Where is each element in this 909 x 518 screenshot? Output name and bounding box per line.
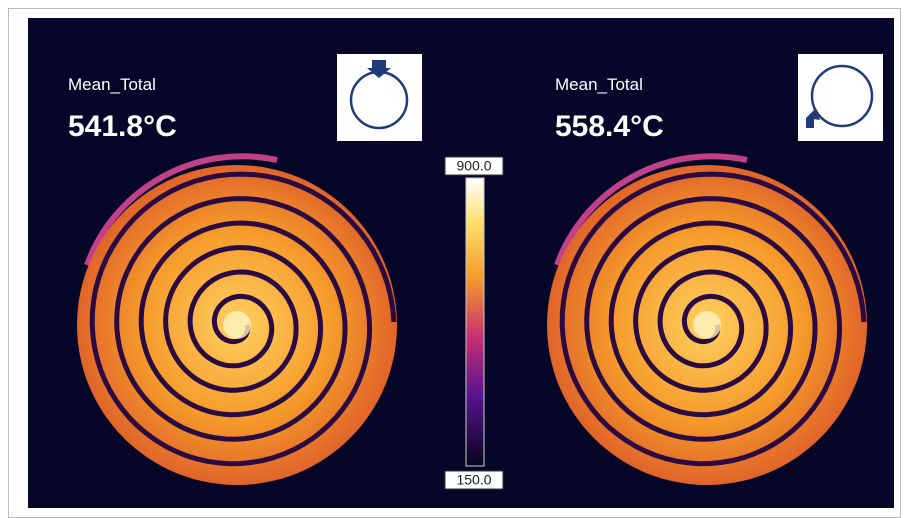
hot-center [693,311,721,339]
panel-value: 541.8°C [68,110,177,143]
colorbar-min: 150.0 [456,472,491,488]
thermal-view: Mean_Total 541.8°C Mean_Total 558.4°C 90… [0,0,909,518]
panel-label: Mean_Total [555,75,643,94]
hot-center [223,311,251,339]
panel-label: Mean_Total [68,75,156,94]
rotation-icon [337,54,422,141]
rotation-icon [798,54,883,141]
panel-value: 558.4°C [555,110,664,143]
colorbar-max: 900.0 [456,158,491,174]
